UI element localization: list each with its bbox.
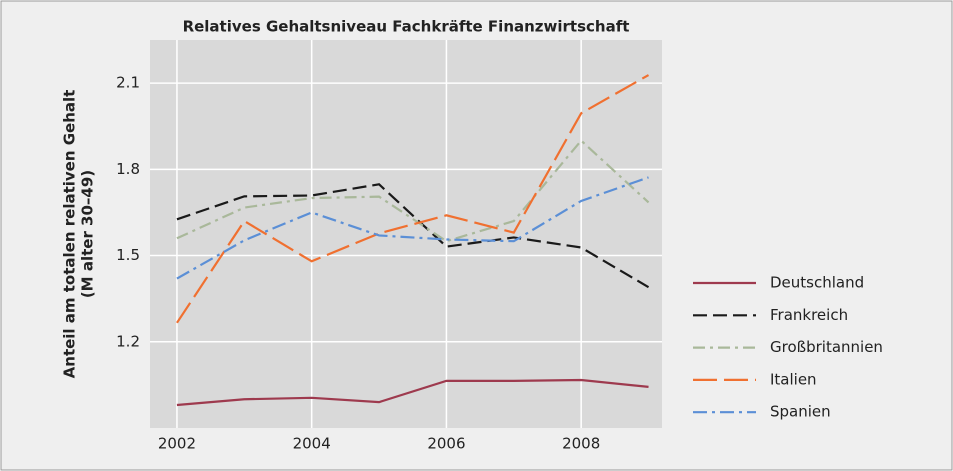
legend-label: Großbritannien bbox=[770, 338, 883, 356]
y-axis-label: (M alter 30–49) bbox=[79, 170, 97, 298]
y-tick-label: 2.1 bbox=[116, 74, 140, 92]
series-line bbox=[176, 183, 650, 289]
y-tick-label: 1.5 bbox=[116, 246, 140, 264]
y-tick-label: 1.2 bbox=[116, 332, 140, 350]
legend-label: Spanien bbox=[770, 403, 831, 421]
legend-label: Frankreich bbox=[770, 306, 848, 324]
series-line bbox=[176, 139, 650, 243]
x-tick-label: 2004 bbox=[293, 435, 331, 453]
series-line bbox=[176, 378, 649, 407]
series-line bbox=[176, 74, 650, 324]
legend-label: Italien bbox=[770, 370, 817, 388]
y-tick-label: 1.8 bbox=[116, 160, 140, 178]
x-tick-label: 2008 bbox=[562, 435, 600, 453]
x-tick-label: 2002 bbox=[158, 435, 196, 453]
series-line bbox=[176, 176, 649, 280]
chart-title: Relatives Gehaltsniveau Fachkräfte Finan… bbox=[183, 18, 630, 36]
plot-area bbox=[150, 40, 662, 428]
y-axis-label: Anteil am totalen relativen Gehalt bbox=[61, 90, 79, 379]
x-tick-label: 2006 bbox=[427, 435, 465, 453]
legend-label: Deutschland bbox=[770, 274, 864, 292]
